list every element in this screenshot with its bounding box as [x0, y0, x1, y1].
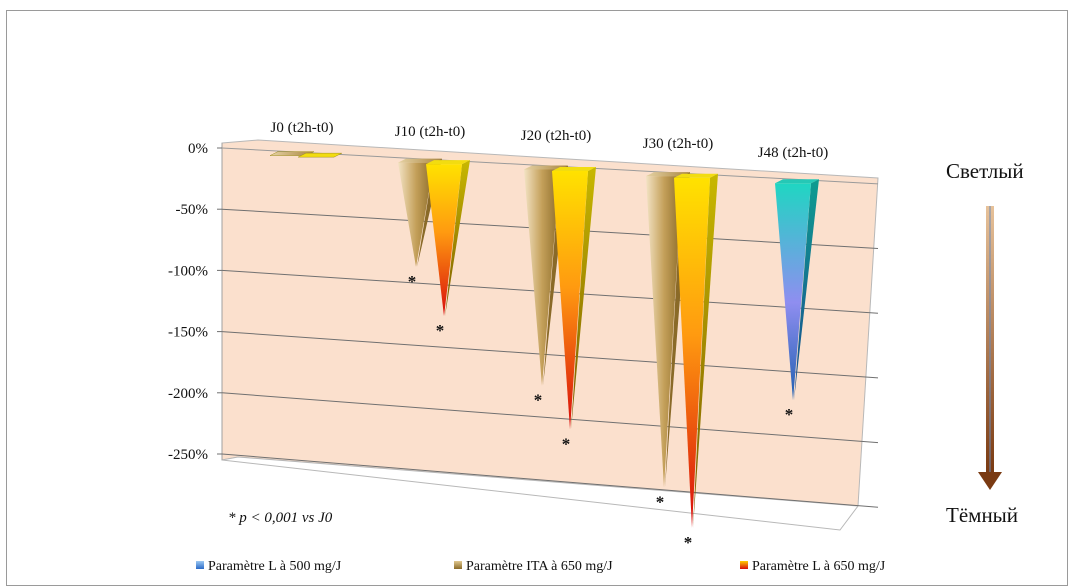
bar-front [524, 169, 560, 386]
legend-label-ita650: Paramètre ITA à 650 mg/J [466, 559, 613, 574]
bar-mark [775, 179, 819, 401]
legend-swatch-ita650 [454, 561, 462, 569]
bar-top [674, 173, 718, 178]
bar-top [426, 160, 470, 165]
bar-top [552, 167, 596, 172]
bar-side [665, 172, 690, 488]
bar-side [445, 160, 470, 317]
bar-mark [646, 172, 690, 488]
gridline [221, 453, 879, 508]
bar-mark [524, 165, 568, 386]
gridline [221, 269, 879, 314]
floor [221, 456, 859, 531]
y-tick-label: -200% [168, 386, 208, 402]
category-label: J10 (t2h-t0) [395, 124, 465, 140]
category-label: J20 (t2h-t0) [521, 128, 591, 144]
bar-front [426, 164, 462, 317]
significance-star: * [684, 533, 693, 552]
bar-top [524, 165, 568, 170]
significance-star: * [534, 391, 543, 410]
legend-label-l500: Paramètre L à 500 mg/J [208, 559, 342, 574]
bar-front [398, 162, 434, 267]
legend-label-l650: Paramètre L à 650 mg/J [752, 559, 886, 574]
bar-mark [297, 152, 343, 158]
significance-star: * [562, 434, 571, 453]
y-tick-labels: 0% -50% -100% -150% -200% -250% [168, 141, 208, 463]
significance-star: * [408, 272, 417, 291]
legend: Paramètre L à 500 mg/J Paramètre ITA à 6… [196, 559, 886, 574]
significance-star: * [436, 321, 445, 340]
significance-note: * p < 0,001 vs J0 [228, 510, 333, 526]
category-label: J30 (t2h-t0) [643, 136, 713, 152]
y-tick-label: -250% [168, 447, 208, 463]
significance-markers: * * * * * * * [408, 272, 794, 552]
gridline [221, 392, 879, 444]
bar-side [571, 167, 596, 430]
side-label-top: Светлый [946, 159, 1024, 183]
bar-front [552, 171, 588, 430]
bar-top [775, 179, 819, 184]
significance-star: * [656, 492, 665, 511]
gridline [221, 331, 879, 379]
bar-marks [269, 151, 819, 528]
category-label: J48 (t2h-t0) [758, 145, 828, 161]
side-label-bottom: Тёмный [946, 503, 1018, 527]
scale-arrow-head [978, 472, 1002, 490]
y-tick-label: -50% [176, 202, 209, 218]
bar-front [775, 183, 811, 401]
bar-front [646, 176, 682, 488]
bar-top [398, 158, 442, 163]
bar-top [646, 172, 690, 177]
significance-star: * [785, 405, 794, 424]
y-tick-label: 0% [188, 141, 208, 157]
y-tick-label: -150% [168, 325, 208, 341]
bar-side [794, 179, 819, 401]
category-labels: J0 (t2h-t0) J10 (t2h-t0) J20 (t2h-t0) J30 (… [271, 120, 829, 161]
category-label: J0 (t2h-t0) [271, 120, 334, 136]
bar-side [543, 165, 568, 386]
bar-mark [674, 173, 718, 528]
legend-swatch-l650 [740, 561, 748, 569]
legend-swatch-l500 [196, 561, 204, 569]
bar-side [693, 173, 718, 528]
bar-front [674, 177, 710, 528]
bar-mark [552, 167, 596, 430]
y-tick-label: -100% [168, 263, 208, 279]
bar-mark [426, 160, 470, 317]
